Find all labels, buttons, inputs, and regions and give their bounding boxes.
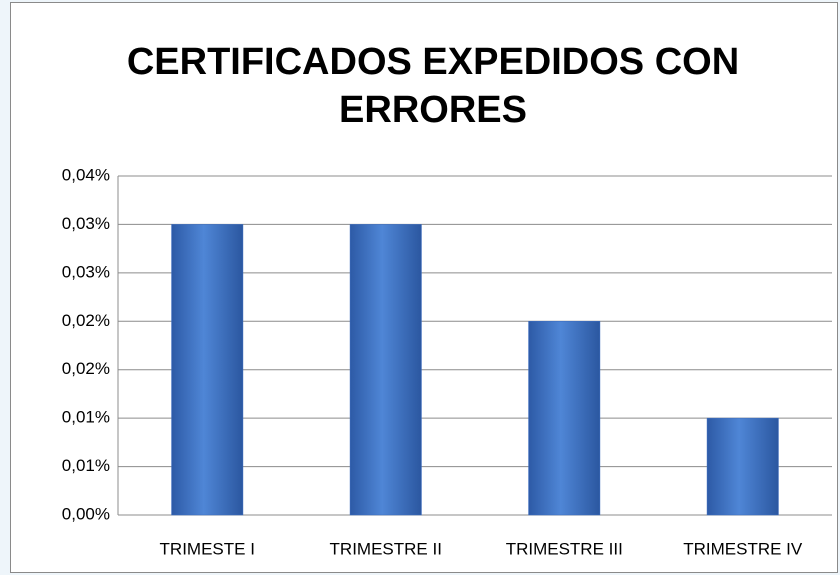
bar — [706, 417, 779, 516]
y-tick-label: 0,03% — [62, 214, 110, 233]
y-tick-label: 0,04% — [62, 165, 110, 184]
y-tick-label: 0,03% — [62, 262, 110, 281]
y-tick-label: 0,02% — [62, 359, 110, 378]
y-tick-label: 0,00% — [62, 504, 110, 523]
chart-title: CERTIFICADOS EXPEDIDOS CON ERRORES — [126, 41, 740, 131]
bar — [171, 224, 244, 516]
chart-frame — [10, 2, 838, 573]
x-tick-label: TRIMESTRE IV — [683, 539, 803, 558]
x-tick-label: TRIMESTRE II — [330, 539, 442, 558]
bar — [349, 224, 422, 516]
bar — [528, 321, 601, 516]
y-tick-label: 0,02% — [62, 311, 110, 330]
x-tick-label: TRIMESTRE III — [506, 539, 623, 558]
x-tick-label: TRIMESTE I — [160, 539, 255, 558]
y-tick-label: 0,01% — [62, 408, 110, 427]
y-tick-label: 0,01% — [62, 456, 110, 475]
